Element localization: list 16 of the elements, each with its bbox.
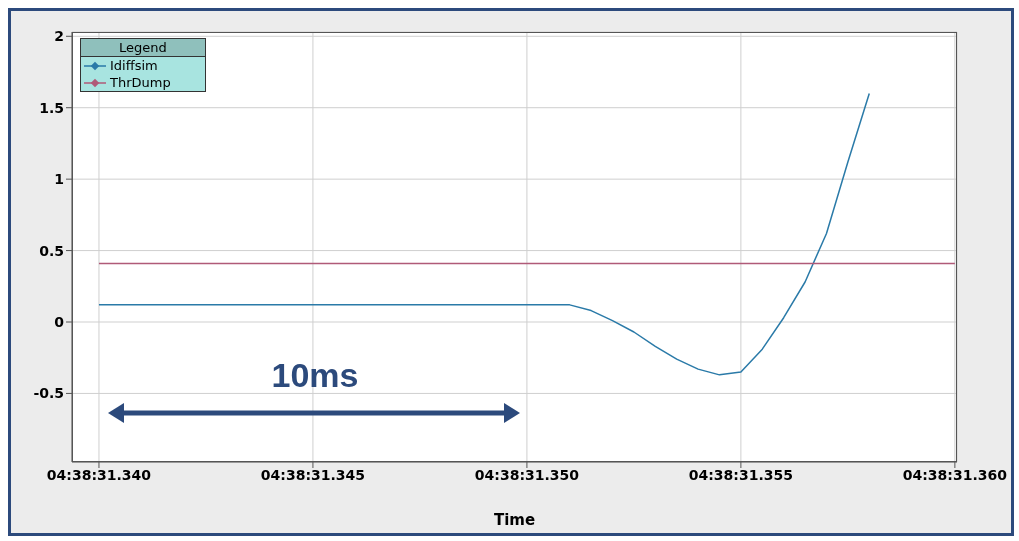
y-tick-label: 1.5	[39, 99, 64, 116]
x-tick-label: 04:38:31.350	[474, 466, 580, 483]
x-axis-title: Time	[493, 511, 536, 529]
y-tick-label: 0	[54, 313, 65, 330]
x-tick-label: 04:38:31.360	[902, 466, 1008, 483]
x-tick-label: 04:38:31.345	[260, 466, 366, 483]
x-tick-label: 04:38:31.355	[688, 466, 793, 483]
y-tick-label: 2	[54, 28, 64, 45]
y-tick-label: 0.5	[39, 242, 64, 259]
annotation: 10ms	[270, 356, 360, 395]
legend-label: ThrDump	[110, 75, 171, 90]
y-tick-label: -0.5	[33, 385, 64, 402]
legend-header: Legend	[81, 39, 205, 57]
y-tick-label: 1	[54, 171, 64, 188]
legend-label: Idiffsim	[110, 58, 158, 73]
x-tick-label: 04:38:31.340	[46, 466, 152, 483]
